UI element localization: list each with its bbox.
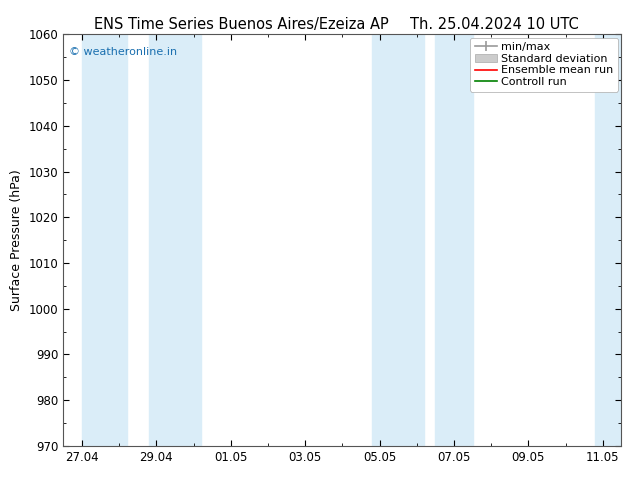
Text: © weatheronline.in: © weatheronline.in bbox=[69, 47, 177, 57]
Bar bbox=[595, 34, 621, 446]
Bar bbox=[372, 34, 424, 446]
Text: Th. 25.04.2024 10 UTC: Th. 25.04.2024 10 UTC bbox=[410, 17, 579, 32]
Legend: min/max, Standard deviation, Ensemble mean run, Controll run: min/max, Standard deviation, Ensemble me… bbox=[470, 38, 618, 92]
Bar bbox=[149, 34, 201, 446]
Y-axis label: Surface Pressure (hPa): Surface Pressure (hPa) bbox=[10, 169, 23, 311]
Text: ENS Time Series Buenos Aires/Ezeiza AP: ENS Time Series Buenos Aires/Ezeiza AP bbox=[94, 17, 388, 32]
Bar bbox=[82, 34, 127, 446]
Bar bbox=[436, 34, 472, 446]
